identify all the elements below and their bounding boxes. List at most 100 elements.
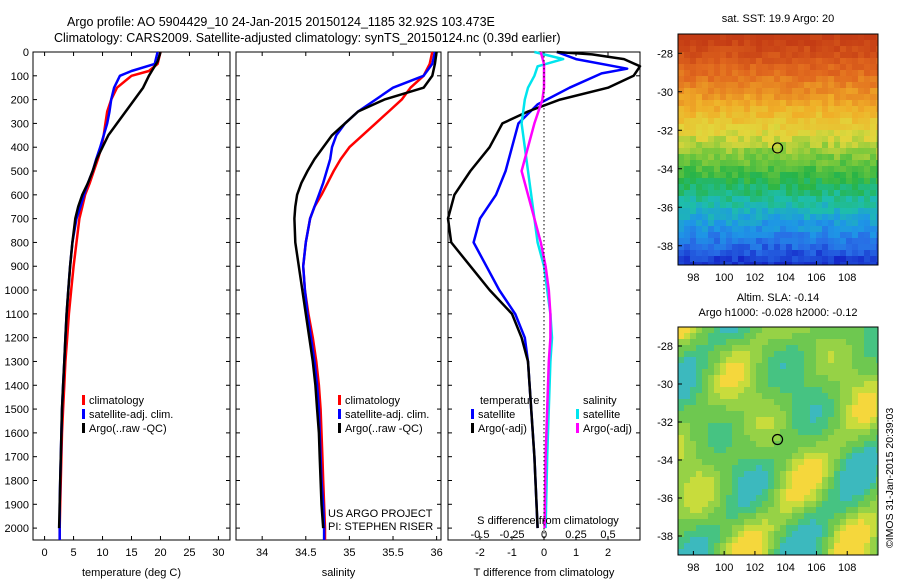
map-cell <box>816 226 823 233</box>
map-cell <box>756 507 763 514</box>
map-cell <box>774 70 781 77</box>
map-cell <box>852 178 859 185</box>
map-cell <box>726 262 733 265</box>
map-cell <box>828 423 835 430</box>
map-cell <box>816 136 823 143</box>
map-cell <box>870 489 877 496</box>
map-cell <box>780 40 787 47</box>
map-cell <box>852 154 859 161</box>
map-cell <box>786 375 793 382</box>
map-cell <box>738 411 745 418</box>
map-cell <box>678 34 685 41</box>
map-cell <box>810 166 817 173</box>
map-cell <box>738 64 745 71</box>
map-cell <box>678 519 685 526</box>
map-cell <box>696 256 703 263</box>
map-cell <box>684 435 691 442</box>
map-cell <box>864 82 871 89</box>
map-cell <box>846 244 853 251</box>
map-cell <box>726 381 733 388</box>
map-cell <box>684 226 691 233</box>
map-cell <box>780 94 787 101</box>
map-cell <box>702 525 709 532</box>
map-cell <box>804 238 811 245</box>
map-cell <box>756 58 763 65</box>
map-cell <box>744 178 751 185</box>
map-cell <box>792 256 799 263</box>
map-x-tick-label: 106 <box>807 562 825 574</box>
map-cell <box>762 327 769 334</box>
map-cell <box>690 327 697 334</box>
map-cell <box>870 381 877 388</box>
map-cell <box>750 471 757 478</box>
map-cell <box>846 94 853 101</box>
map-cell <box>738 549 745 555</box>
map-cell <box>738 190 745 197</box>
map-cell <box>768 154 775 161</box>
map-cell <box>756 339 763 346</box>
map-cell <box>762 160 769 167</box>
map-cell <box>822 513 829 520</box>
map-cell <box>750 375 757 382</box>
map-cell <box>822 399 829 406</box>
map-cell <box>834 441 841 448</box>
map-cell <box>846 106 853 113</box>
map-cell <box>726 441 733 448</box>
map-cell <box>846 417 853 424</box>
map-cell <box>774 76 781 83</box>
map-cell <box>702 345 709 352</box>
map-cell <box>828 525 835 532</box>
map-cell <box>852 489 859 496</box>
map-cell <box>774 483 781 490</box>
map-cell <box>696 58 703 65</box>
map-cell <box>852 202 859 209</box>
map-cell <box>864 226 871 233</box>
map-cell <box>858 441 865 448</box>
map-cell <box>870 124 877 131</box>
map-cell <box>786 112 793 119</box>
depth-tick-label: 2000 <box>5 523 29 535</box>
map-cell <box>696 471 703 478</box>
map-cell <box>798 226 805 233</box>
series-line <box>293 51 438 529</box>
map-cell <box>816 70 823 77</box>
map-cell <box>708 112 715 119</box>
map-cell <box>780 64 787 71</box>
depth-tick-label: 1100 <box>5 309 29 321</box>
map-cell <box>864 70 871 77</box>
map-cell <box>810 214 817 221</box>
map-cell <box>768 459 775 466</box>
map-cell <box>822 459 829 466</box>
legend-swatch <box>338 395 341 405</box>
map-cell <box>702 238 709 245</box>
map-cell <box>732 435 739 442</box>
map-cell <box>726 100 733 107</box>
map-cell <box>744 214 751 221</box>
map-cell <box>690 345 697 352</box>
map-cell <box>780 357 787 364</box>
map-cell <box>804 525 811 532</box>
map-cell <box>810 202 817 209</box>
map-cell <box>696 82 703 89</box>
map-cell <box>768 345 775 352</box>
map-cell <box>798 345 805 352</box>
map-cell <box>762 441 769 448</box>
map-cell <box>834 166 841 173</box>
map-cell <box>684 345 691 352</box>
map-cell <box>876 34 878 41</box>
map-cell <box>696 154 703 161</box>
map-cell <box>732 393 739 400</box>
map-cell <box>870 357 877 364</box>
map-cell <box>822 58 829 65</box>
map-cell <box>864 339 871 346</box>
map-cell <box>810 489 817 496</box>
map-cell <box>792 58 799 65</box>
map-cell <box>762 46 769 53</box>
map-cell <box>804 100 811 107</box>
map-cell <box>738 58 745 65</box>
map-cell <box>738 208 745 215</box>
map-cell <box>738 148 745 155</box>
map-cell <box>708 94 715 101</box>
map-cell <box>720 184 727 191</box>
map-cell <box>756 345 763 352</box>
